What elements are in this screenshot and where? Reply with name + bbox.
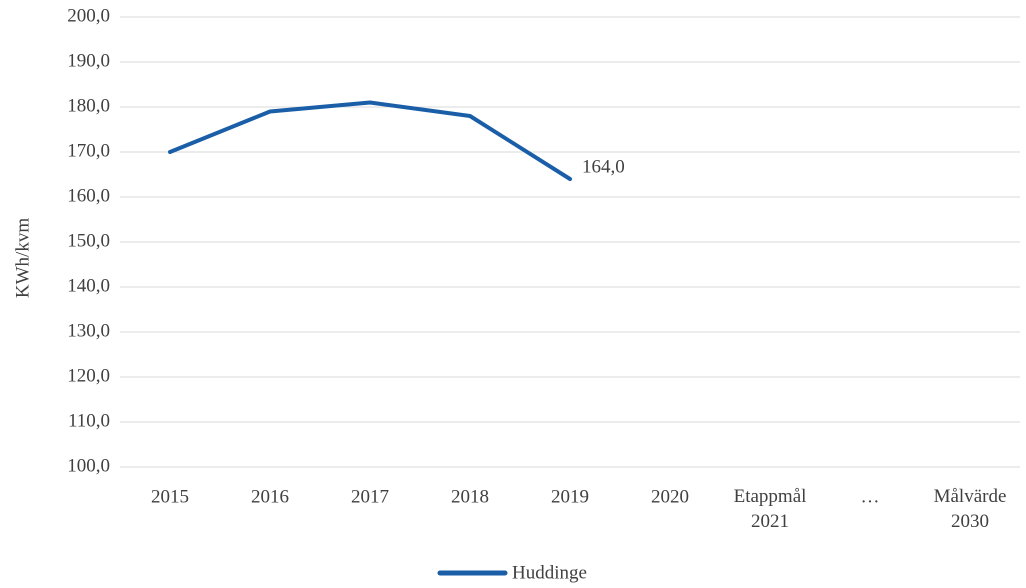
x-tick-label: 2017 bbox=[351, 486, 389, 507]
x-tick-label: Målvärde 2030 bbox=[934, 486, 1007, 532]
legend-label: Huddinge bbox=[512, 562, 587, 583]
y-tick-label: 150,0 bbox=[67, 230, 110, 251]
x-tick-label: 2018 bbox=[451, 486, 489, 507]
y-tick-label: 180,0 bbox=[67, 95, 110, 116]
y-tick-label: 170,0 bbox=[67, 140, 110, 161]
data-label: 164,0 bbox=[582, 156, 625, 177]
x-tick-label: 2016 bbox=[251, 486, 289, 507]
series-line bbox=[168, 100, 572, 181]
y-tick-label: 200,0 bbox=[67, 5, 110, 26]
x-tick-label: 2015 bbox=[151, 486, 189, 507]
y-tick-label: 110,0 bbox=[68, 410, 110, 431]
y-tick-label: 140,0 bbox=[67, 275, 110, 296]
y-axis-label: KWh/kvm bbox=[12, 218, 33, 298]
y-tick-label: 100,0 bbox=[67, 455, 110, 476]
y-tick-label: 130,0 bbox=[67, 320, 110, 341]
y-tick-label: 160,0 bbox=[67, 185, 110, 206]
y-tick-label: 120,0 bbox=[67, 365, 110, 386]
y-tick-label: 190,0 bbox=[67, 50, 110, 71]
x-tick-label: Etappmål 2021 bbox=[734, 486, 807, 532]
x-tick-label: … bbox=[861, 486, 880, 507]
x-tick-label: 2019 bbox=[551, 486, 589, 507]
x-tick-label: 2020 bbox=[651, 486, 689, 507]
